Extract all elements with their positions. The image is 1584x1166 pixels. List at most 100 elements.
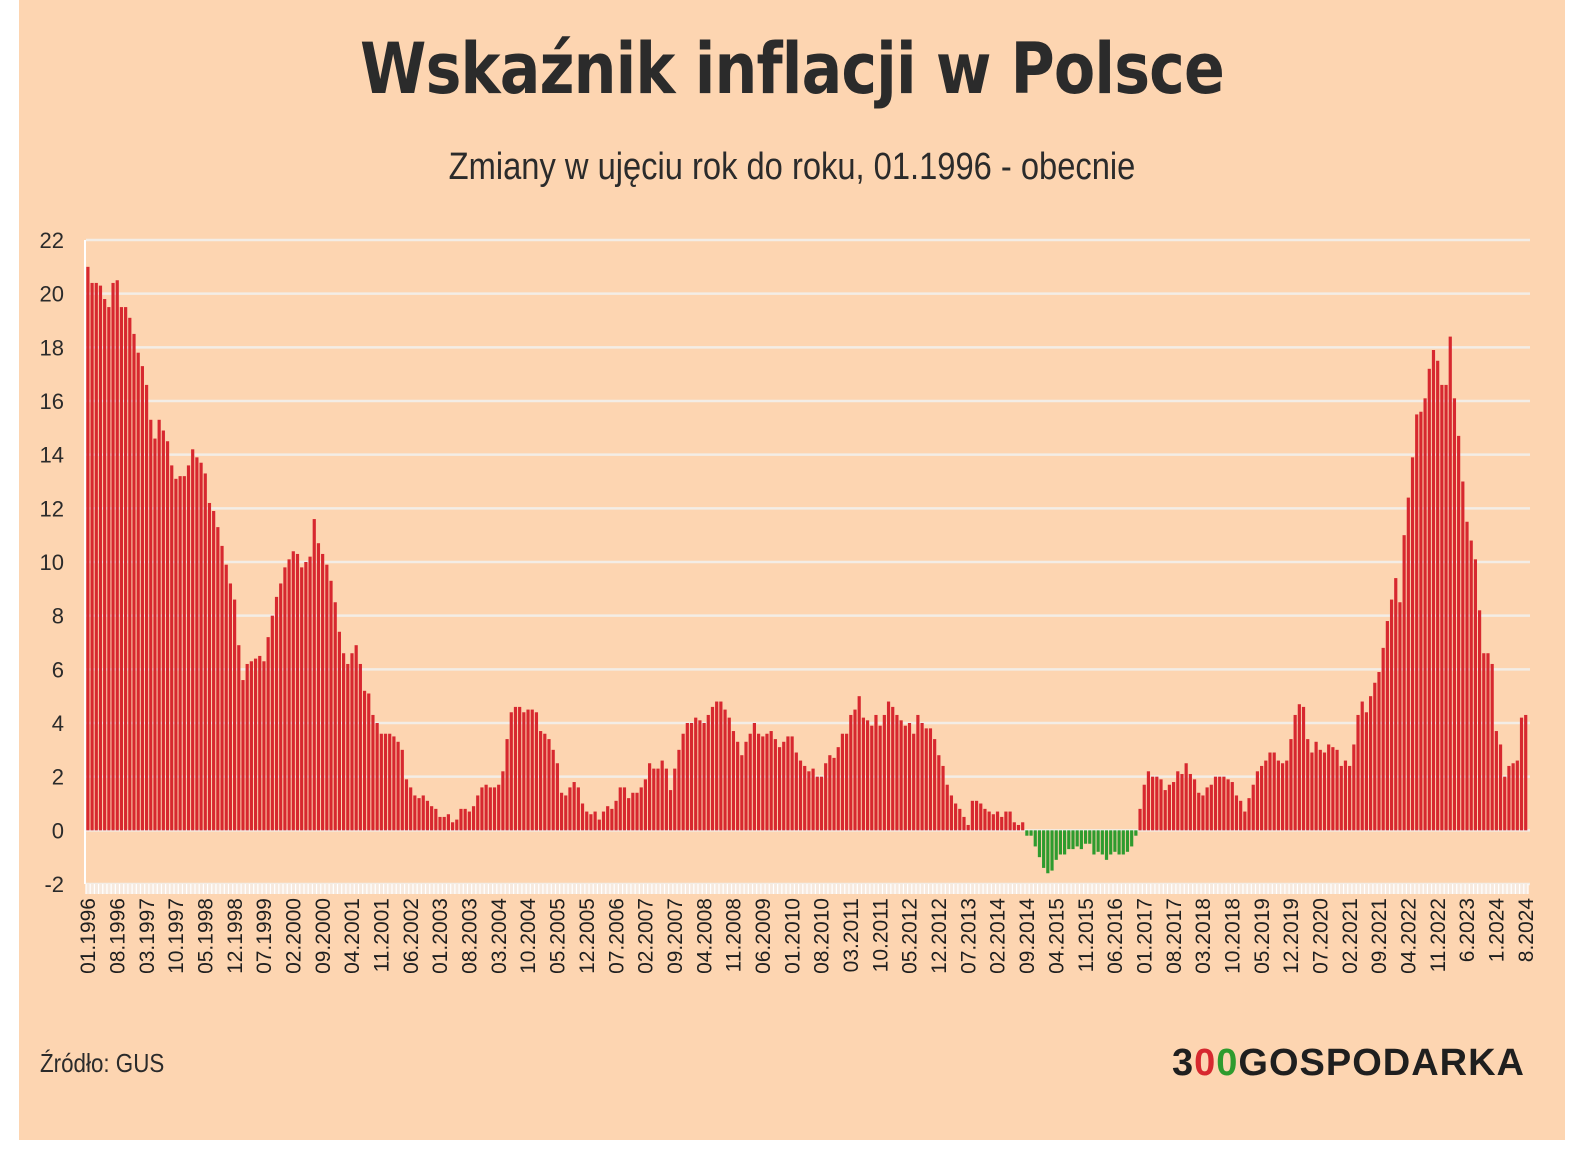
x-tick-label: 03.2018 xyxy=(1192,898,1215,974)
y-tick-label: 10 xyxy=(40,550,64,575)
x-tick-label: 12.2005 xyxy=(576,898,599,974)
bar xyxy=(1444,384,1448,831)
bar xyxy=(1473,559,1477,831)
bar xyxy=(840,733,845,831)
bar xyxy=(279,583,283,831)
bar xyxy=(518,706,522,831)
bar xyxy=(342,653,346,831)
bar xyxy=(836,747,840,831)
bar xyxy=(291,551,295,831)
chart-subtitle: Zmiany w ujęciu rok do roku, 01.1996 - o… xyxy=(448,146,1136,188)
bar xyxy=(1515,760,1519,831)
bar xyxy=(874,714,878,831)
bar xyxy=(618,787,622,831)
chart-title: Wskaźnik inflacji w Polsce xyxy=(360,28,1225,110)
x-axis-ticks: 01.1996 08.1996 03.1997 10.1997 05.1998 12.19… xyxy=(77,898,1538,974)
bar xyxy=(912,733,916,831)
bar xyxy=(589,814,593,831)
x-tick-label: 11.2001 xyxy=(371,898,394,972)
bar xyxy=(1021,822,1025,831)
bar xyxy=(1042,830,1046,868)
bar xyxy=(1457,435,1461,831)
bar xyxy=(1230,782,1234,831)
bar xyxy=(610,808,614,831)
bar xyxy=(861,717,865,831)
bar xyxy=(819,776,824,831)
bar xyxy=(761,736,765,831)
bar xyxy=(882,714,886,831)
bar xyxy=(1109,830,1113,855)
bar xyxy=(1498,744,1503,831)
bar xyxy=(995,811,1000,831)
bar xyxy=(90,282,94,831)
x-tick-label: 02.2014 xyxy=(987,898,1010,974)
bar xyxy=(698,720,702,831)
bar xyxy=(488,787,492,831)
bar xyxy=(1272,752,1276,831)
bar xyxy=(1280,763,1285,831)
bar xyxy=(1289,739,1293,831)
bar xyxy=(845,733,849,831)
bar xyxy=(396,741,400,831)
bar xyxy=(191,449,195,831)
bar xyxy=(1146,771,1151,831)
bar xyxy=(1436,360,1440,831)
bar xyxy=(274,596,279,831)
bar xyxy=(727,717,731,831)
bar xyxy=(1125,830,1130,852)
bar xyxy=(195,457,199,831)
bar xyxy=(1373,682,1377,831)
bar xyxy=(824,763,828,831)
bar xyxy=(476,795,480,831)
bar xyxy=(1276,760,1280,831)
y-tick-label: 8 xyxy=(52,604,64,629)
bar xyxy=(367,693,371,831)
bar xyxy=(153,438,157,831)
bar xyxy=(1167,784,1171,831)
bar xyxy=(1192,779,1197,831)
bar xyxy=(1486,653,1490,831)
logo-wordmark: GOSPODARKA xyxy=(1238,1042,1525,1084)
x-tick-label: 04.2022 xyxy=(1398,898,1421,974)
bar xyxy=(689,723,694,831)
bar xyxy=(132,333,136,831)
bar xyxy=(1058,830,1063,855)
bar xyxy=(1423,398,1427,831)
bar xyxy=(585,811,589,831)
bar xyxy=(430,806,434,831)
bar xyxy=(790,736,794,831)
bar xyxy=(1063,830,1067,855)
bar xyxy=(899,720,903,831)
bar xyxy=(815,776,819,831)
bar xyxy=(1260,765,1264,831)
x-tick-label: 02.2021 xyxy=(1339,898,1362,974)
bar xyxy=(656,768,660,831)
bar xyxy=(794,752,798,831)
bar xyxy=(576,787,580,831)
x-tick-label: 06.2002 xyxy=(400,898,423,974)
bar xyxy=(375,723,379,831)
bar xyxy=(1255,771,1260,831)
x-tick-label: 06.2016 xyxy=(1104,898,1127,974)
x-tick-label: 02.2000 xyxy=(282,898,305,974)
bar xyxy=(1067,830,1071,850)
bar xyxy=(1465,521,1469,831)
bar xyxy=(270,615,274,831)
bar xyxy=(1205,787,1209,831)
x-tick-label: 03.2011 xyxy=(840,898,863,972)
x-tick-label: 08.1996 xyxy=(106,898,129,974)
bar xyxy=(530,709,534,831)
bar xyxy=(1171,782,1176,831)
bar xyxy=(870,725,874,831)
bar xyxy=(979,803,983,831)
bar xyxy=(1184,763,1188,831)
x-tick-label: 10.2004 xyxy=(517,898,540,974)
bar xyxy=(1343,760,1348,831)
bar xyxy=(1398,602,1402,831)
bar xyxy=(350,653,354,831)
bar xyxy=(1142,784,1146,831)
bar xyxy=(1482,653,1486,831)
bar xyxy=(1121,830,1125,855)
bar xyxy=(467,811,471,831)
bar xyxy=(1431,350,1436,831)
